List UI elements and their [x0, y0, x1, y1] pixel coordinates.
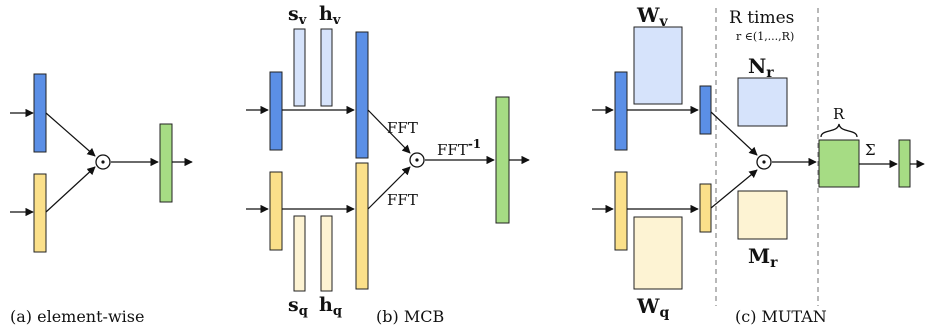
matrix-m-r — [737, 190, 788, 240]
mcb-vector-q — [269, 171, 283, 251]
mutan-projected-q — [699, 183, 712, 233]
arrow-fft-q — [367, 166, 411, 210]
label-fft-top: FFT — [387, 119, 418, 137]
output-vector-a — [159, 123, 173, 203]
label-s-v: sv — [288, 3, 307, 28]
label-m-r: Mr — [748, 244, 778, 271]
arrow-v-to-mutan-product — [710, 111, 758, 156]
label-r-times: R times — [729, 8, 794, 28]
label-h-q: hq — [319, 294, 342, 319]
label-sigma: Σ — [865, 141, 876, 159]
panel-mcb: sv hv sq hq FFT FFT FFT-1 (b) MCB — [246, 3, 530, 326]
arrow-v-to-product — [45, 112, 96, 157]
mutan-projected-v — [699, 85, 712, 135]
label-r-range: r ∈(1,...,R) — [736, 30, 794, 43]
vector-q — [33, 173, 47, 253]
brace-r — [820, 123, 858, 138]
caption-c: (c) MUTAN — [735, 307, 827, 326]
label-s-q: sq — [288, 294, 308, 319]
label-w-q: Wq — [636, 294, 669, 321]
arrow-q-to-mutan-product — [710, 169, 758, 209]
matrix-w-v — [633, 26, 683, 105]
mutan-vector-v — [614, 71, 628, 151]
mcb-projected-v — [355, 31, 369, 159]
output-vector-b — [495, 96, 510, 224]
mcb-vector-v — [269, 71, 283, 151]
sketch-h-q — [320, 215, 333, 292]
label-h-v: hv — [319, 3, 341, 28]
label-fft-bottom: FFT — [387, 191, 418, 209]
arrow-fft-v — [367, 109, 411, 154]
label-ifft: FFT-1 — [437, 137, 481, 159]
label-w-v: Wv — [636, 3, 668, 30]
mcb-projected-q — [355, 162, 369, 290]
mutan-vector-q — [614, 171, 628, 251]
caption-b: (b) MCB — [376, 307, 444, 326]
vector-v — [33, 73, 47, 153]
matrix-w-q — [633, 216, 683, 290]
sketch-s-v — [293, 28, 306, 107]
matrix-n-r — [737, 77, 788, 127]
caption-a: (a) element-wise — [10, 307, 144, 326]
panel-mutan: Wv Wq R times r ∈(1,...,R) Nr Mr R Σ — [592, 3, 925, 326]
output-vector-c — [898, 139, 911, 188]
panel-element-wise: (a) element-wise — [10, 73, 193, 326]
sketch-s-q — [293, 215, 306, 292]
label-n-r: Nr — [748, 54, 774, 81]
sketch-h-v — [320, 28, 333, 107]
stacked-r-outputs — [818, 139, 860, 188]
label-r-brace: R — [833, 105, 845, 123]
arrow-q-to-product — [45, 166, 96, 213]
